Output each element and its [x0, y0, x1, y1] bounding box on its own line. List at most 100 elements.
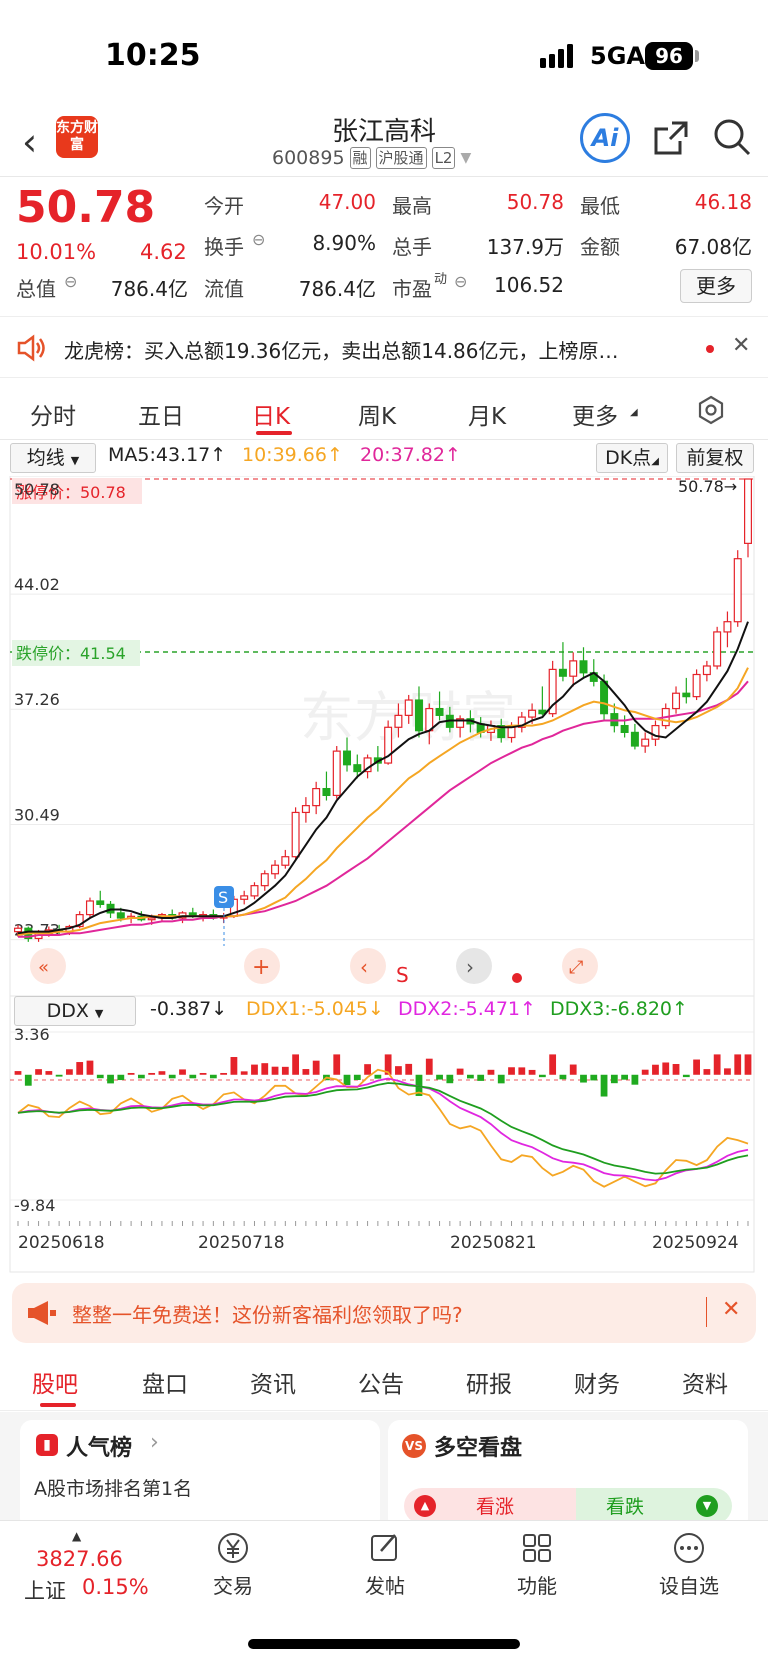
tab-announcements[interactable]: 公告 [358, 1372, 404, 1398]
candle-body [75, 914, 84, 928]
rewind-icon: « [38, 957, 49, 978]
ddx-bar [220, 1072, 228, 1075]
adjust-button[interactable]: 前复权 [676, 443, 754, 473]
ma5-label: MA5:43.17↑ [108, 444, 227, 466]
caret-up-icon: ▲ [72, 1529, 82, 1543]
index-widget[interactable]: ▲ 3827.66 上证 0.15% [20, 1529, 160, 1603]
ddx-bar [55, 1074, 63, 1077]
ddx-bar [14, 1071, 22, 1075]
tab-monthly-k[interactable]: 月K [468, 404, 507, 430]
tab-forum[interactable]: 股吧 [32, 1372, 78, 1398]
candle-body [14, 927, 22, 933]
tab-daily-k[interactable]: 日K [252, 404, 291, 430]
tab-financials[interactable]: 财务 [574, 1372, 620, 1398]
tab-weekly-k[interactable]: 周K [358, 404, 397, 430]
tab-profile[interactable]: 资料 [682, 1372, 728, 1398]
ddx-bar [261, 1063, 269, 1075]
ddx-bar [652, 1064, 659, 1075]
ddx-bar [117, 1074, 125, 1081]
settings-icon[interactable] [696, 395, 726, 425]
ddx1-line [17, 1068, 749, 1188]
chevron-right-icon: › [466, 955, 474, 979]
open-value: 47.00 [318, 190, 376, 214]
ddx-bar [549, 1054, 557, 1075]
tab-five-day[interactable]: 五日 [138, 404, 184, 430]
nav-post[interactable]: 发帖 [340, 1531, 430, 1599]
ddx-bar [580, 1074, 587, 1083]
ddx-toolbar: DDX ▼ -0.387↓ DDX1:-5.045↓ DDX2:-5.471↑ … [0, 996, 768, 1028]
nav-watchlist[interactable]: 设自选 [644, 1531, 734, 1599]
ddx-bar [538, 1074, 546, 1078]
ddx-bar [600, 1074, 608, 1097]
date-label-3: 20250821 [450, 1233, 537, 1253]
candle-body [744, 478, 752, 544]
search-icon[interactable] [712, 117, 752, 157]
tab-news[interactable]: 资讯 [250, 1372, 296, 1398]
candle-body [240, 895, 249, 900]
bear-button[interactable]: 看跌 ▼ [576, 1488, 732, 1524]
ddx-bar [35, 1069, 42, 1075]
candle-body [630, 731, 639, 747]
ddx-bar [66, 1069, 73, 1075]
ddx-bar [374, 1074, 382, 1079]
share-icon[interactable] [652, 119, 690, 157]
info-icon[interactable]: ⊖ [454, 272, 468, 291]
caret-up-icon: ▲ [414, 1495, 436, 1517]
tag-margin: 融 [349, 147, 371, 169]
quote-panel: 50.78 10.01% 4.62 今开 47.00 最高 50.78 最低 4… [0, 178, 768, 308]
info-icon[interactable]: ⊖ [252, 230, 266, 249]
open-label: 今开 [204, 194, 244, 218]
kline-grid [10, 593, 754, 941]
ddx2-label: DDX2:-5.471↑ [398, 998, 536, 1020]
fullscreen-button [562, 948, 598, 984]
chart-toolbar: 均线 ▼ MA5:43.17↑ 10:39.66↑ 20:37.82↑ DK点◢… [0, 440, 768, 476]
caret-down-icon: ▼ [696, 1495, 718, 1517]
volume-label: 总手 [392, 235, 432, 259]
stock-meta[interactable]: 600895 融 沪股通 L2 ▼ [272, 147, 471, 169]
rewind-button [30, 948, 66, 984]
nav-trade-label: 交易 [213, 1574, 253, 1598]
float-cap-value: 786.4亿 [298, 277, 376, 301]
tab-more[interactable]: 更多 [572, 404, 618, 430]
bull-button[interactable]: ▲ 看涨 [404, 1488, 576, 1524]
ma-select[interactable]: 均线 ▼ [10, 443, 96, 473]
promo-banner[interactable]: 整整一年免费送！这份新客福利您领取了吗? ✕ [12, 1283, 756, 1343]
candle-body [651, 724, 660, 740]
ma5-line [17, 621, 749, 935]
kline-chart[interactable]: 东方财富 涨停价：50.78 跌停价：41.54 50.7844.0237.26… [0, 476, 768, 1296]
candle-body [250, 885, 259, 897]
content-tabs: 股吧 盘口 资讯 公告 研报 财务 资料 [0, 1355, 768, 1411]
tab-intraday[interactable]: 分时 [30, 404, 76, 430]
ddx-bar [148, 1072, 156, 1075]
nav-functions[interactable]: 功能 [492, 1531, 582, 1599]
more-button[interactable]: 更多 [680, 269, 752, 303]
dk-point-button[interactable]: DK点◢ [596, 443, 668, 473]
candle-body [692, 673, 701, 698]
ddx-bar [497, 1074, 505, 1084]
ddx-bar [137, 1074, 145, 1079]
notice-text: 龙虎榜：买入总额19.36亿元，卖出总额14.86亿元，上榜原… [64, 339, 619, 363]
back-icon[interactable]: ‹ [22, 120, 38, 164]
candle-body [281, 856, 290, 866]
popularity-card[interactable]: ▮ 人气榜 › A股市场排名第1名 [20, 1420, 380, 1530]
bull-bear-card[interactable]: VS 多空看盘 ▲ 看涨 看跌 ▼ [388, 1420, 748, 1530]
nav-trade[interactable]: 交易 [188, 1531, 278, 1599]
app-logo[interactable]: 东方财富 [56, 116, 98, 158]
ai-button[interactable]: Ai [580, 113, 630, 163]
close-icon[interactable]: ✕ [722, 1297, 741, 1322]
candle-body [641, 738, 650, 747]
ddx-bar [734, 1054, 742, 1075]
index-pct: 0.15% [82, 1575, 149, 1599]
info-icon[interactable]: ⊖ [64, 272, 78, 291]
ddx-bar [425, 1058, 433, 1075]
ddx-frame [9, 995, 755, 1273]
ddx-bar [446, 1074, 454, 1084]
tab-research[interactable]: 研报 [466, 1372, 512, 1398]
ddx-select[interactable]: DDX ▼ [14, 996, 136, 1026]
close-icon[interactable]: ✕ [732, 333, 751, 358]
ddx-bar [271, 1066, 279, 1075]
tab-orderbook[interactable]: 盘口 [142, 1372, 188, 1398]
prev-button [350, 948, 386, 984]
ddx-bar [456, 1068, 464, 1075]
notice-bar[interactable]: 龙虎榜：买入总额19.36亿元，卖出总额14.86亿元，上榜原… ✕ [0, 316, 768, 378]
